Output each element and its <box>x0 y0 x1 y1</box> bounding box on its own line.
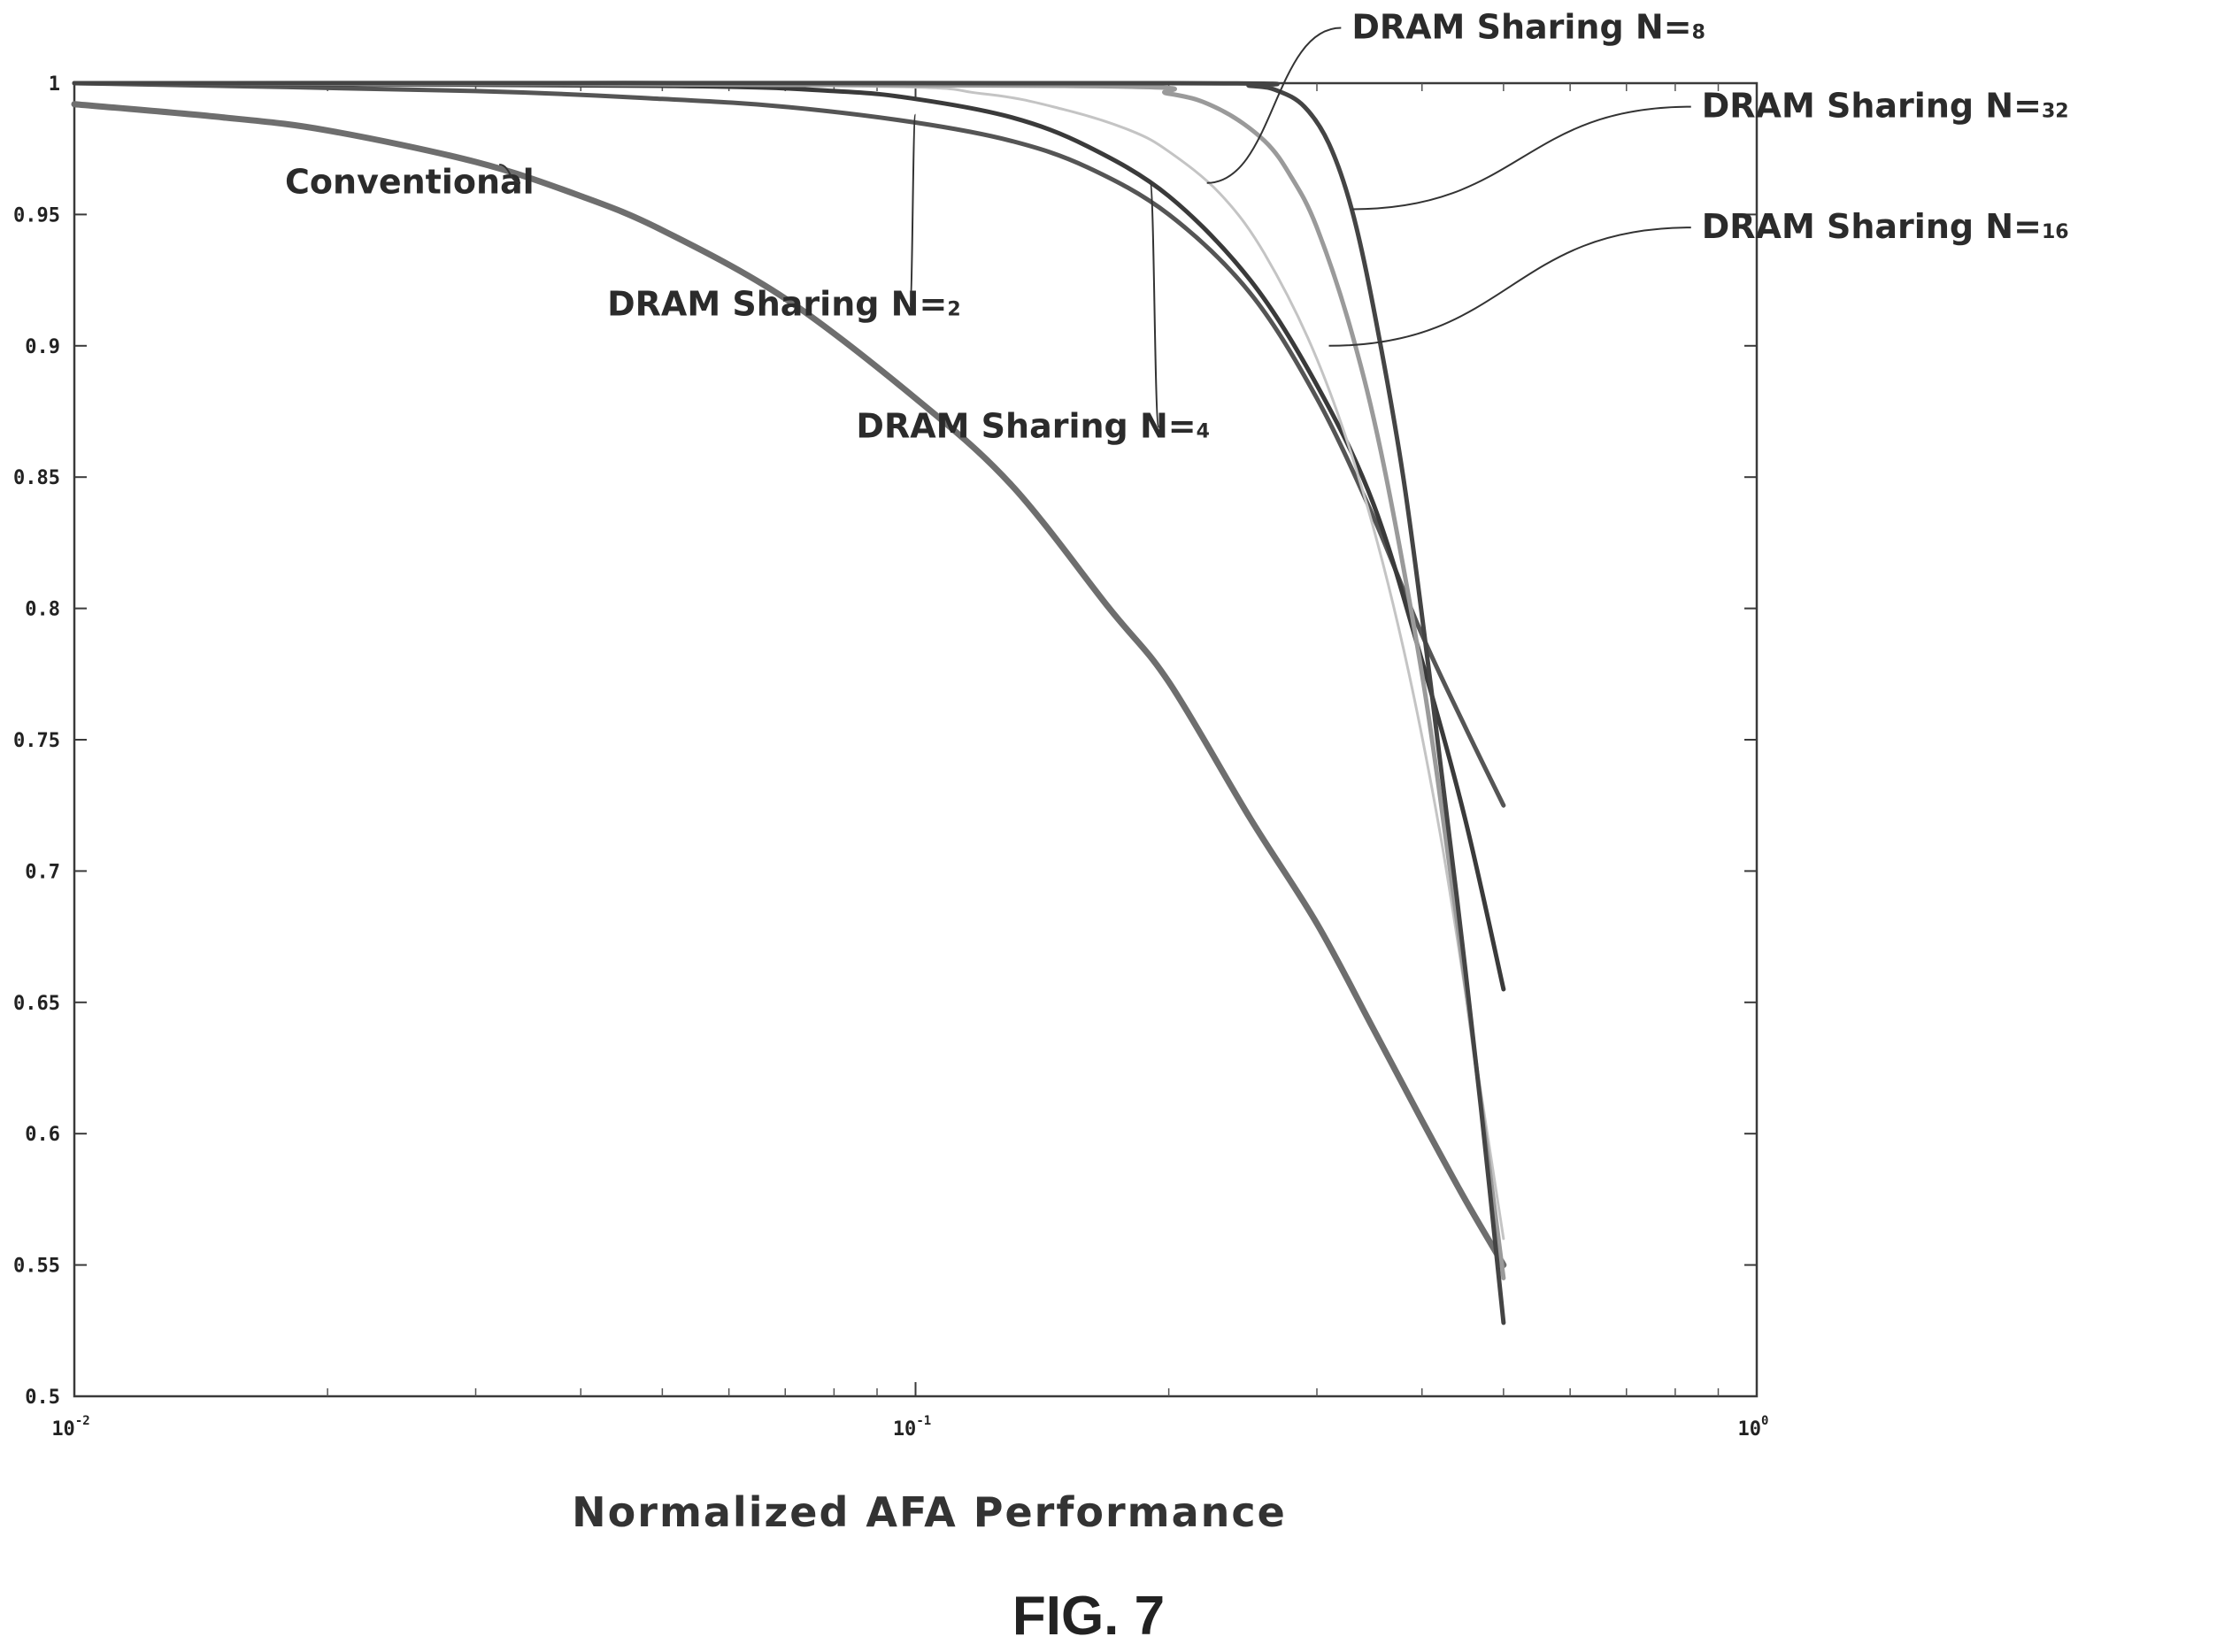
y-tick-label: 0.85 <box>13 467 60 489</box>
annotation-dram-sharing-n-4: DRAM Sharing N=4 <box>856 181 1210 446</box>
annotation-label: Conventional <box>285 163 535 202</box>
annotation-label: DRAM Sharing N=2 <box>607 285 961 324</box>
annotation-label: DRAM Sharing N=4 <box>856 407 1210 446</box>
annotation-dram-sharing-n-32: DRAM Sharing N=32 <box>1351 87 2069 211</box>
y-tick-label: 0.55 <box>13 1256 60 1278</box>
annotation-dram-sharing-n-2: DRAM Sharing N=2 <box>607 113 961 324</box>
annotation-leader-line <box>909 113 917 306</box>
plot-frame <box>73 81 1759 1398</box>
annotation-label: DRAM Sharing N=8 <box>1351 8 1705 47</box>
y-axis: 0.5 0.55 0.6 0.65 0.7 0.75 0.8 0.85 0.9 0.95 1 <box>13 73 1757 1409</box>
annotation-leader-line <box>1328 227 1691 347</box>
y-tick-label: 0.5 <box>25 1387 60 1409</box>
annotation-leader-line <box>498 164 521 184</box>
series-line-dram-sharing-n-32 <box>72 81 1506 1325</box>
y-tick-label: 0.8 <box>25 599 60 621</box>
annotation-leader-line <box>1206 27 1342 184</box>
y-tick-label: 0.7 <box>25 861 60 883</box>
annotation-subscript: 32 <box>2042 101 2069 123</box>
annotation-leader-line <box>1351 105 1691 211</box>
annotation-conventional: Conventional <box>285 163 535 202</box>
annotation-subscript: 4 <box>1197 421 1210 443</box>
series-layer <box>71 81 1507 1325</box>
y-tick-label: 0.6 <box>25 1124 60 1146</box>
series-line-dram-sharing-n-8 <box>73 81 1505 1241</box>
annotation-label: DRAM Sharing N=16 <box>1702 207 2069 246</box>
y-tick-label: 1 <box>49 73 60 96</box>
annotation-layer: Conventional DRAM Sharing N=2 DRAM Sharing… <box>285 8 2069 446</box>
series-line-dram-sharing-n-16 <box>72 81 1506 1280</box>
annotation-dram-sharing-n-16: DRAM Sharing N=16 <box>1328 207 2069 347</box>
plot-area-border <box>73 81 1759 1398</box>
series-line-conventional <box>71 101 1507 1269</box>
annotation-subscript: 2 <box>947 299 960 321</box>
annotation-dram-sharing-n-8: DRAM Sharing N=8 <box>1206 8 1705 184</box>
x-tick-label: 10-2 <box>51 1414 89 1441</box>
x-tick-label: 10-1 <box>893 1414 931 1441</box>
figure-caption: FIG. 7 <box>1012 1586 1165 1647</box>
annotation-subscript: 16 <box>2042 221 2069 243</box>
y-tick-label: 0.95 <box>13 204 60 227</box>
annotation-label: DRAM Sharing N=32 <box>1702 87 2069 126</box>
y-tick-label: 0.75 <box>13 730 60 752</box>
x-axis: 10-2 10-1 100 <box>51 83 1768 1441</box>
y-tick-label: 0.65 <box>13 993 60 1015</box>
annotation-subscript: 8 <box>1692 22 1705 44</box>
x-axis-label: Normalized AFA Performance <box>572 1488 1287 1536</box>
x-tick-label: 100 <box>1738 1414 1769 1441</box>
y-tick-label: 0.9 <box>25 336 60 358</box>
series-line-dram-sharing-n-4 <box>72 81 1506 992</box>
annotation-leader-line <box>1149 181 1160 428</box>
